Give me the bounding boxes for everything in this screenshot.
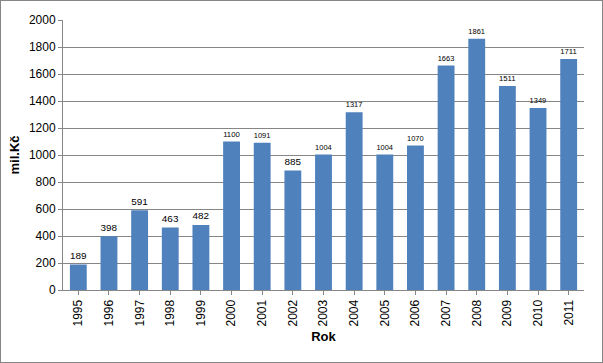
svg-text:2000: 2000 <box>29 13 56 27</box>
svg-text:591: 591 <box>131 196 148 207</box>
svg-text:1998: 1998 <box>163 299 177 326</box>
svg-text:1800: 1800 <box>29 40 56 54</box>
svg-text:2009: 2009 <box>500 299 514 326</box>
svg-text:2007: 2007 <box>439 299 453 326</box>
svg-text:482: 482 <box>192 210 209 221</box>
svg-text:1004: 1004 <box>376 143 393 152</box>
svg-text:0: 0 <box>49 283 56 297</box>
svg-text:600: 600 <box>36 202 56 216</box>
svg-text:1997: 1997 <box>133 299 147 326</box>
svg-text:1400: 1400 <box>29 94 56 108</box>
svg-text:189: 189 <box>70 250 87 261</box>
svg-text:1000: 1000 <box>29 148 56 162</box>
svg-text:1600: 1600 <box>29 67 56 81</box>
svg-text:mil.Kč: mil.Kč <box>7 135 22 174</box>
svg-text:2002: 2002 <box>286 299 300 326</box>
svg-text:200: 200 <box>36 256 56 270</box>
svg-text:885: 885 <box>284 156 301 167</box>
svg-text:400: 400 <box>36 229 56 243</box>
svg-text:2000: 2000 <box>224 299 238 326</box>
svg-text:2003: 2003 <box>316 299 330 326</box>
svg-text:Rok: Rok <box>311 329 336 344</box>
svg-text:2011: 2011 <box>562 299 576 325</box>
svg-text:1711: 1711 <box>560 47 577 56</box>
svg-text:1996: 1996 <box>102 299 116 326</box>
svg-text:1995: 1995 <box>71 299 85 326</box>
svg-text:1317: 1317 <box>346 100 363 109</box>
svg-text:800: 800 <box>36 175 56 189</box>
svg-text:2005: 2005 <box>378 299 392 326</box>
svg-text:1070: 1070 <box>407 134 424 143</box>
svg-text:1663: 1663 <box>438 54 455 63</box>
svg-text:1511: 1511 <box>499 74 516 83</box>
svg-text:2006: 2006 <box>408 299 422 326</box>
svg-text:1999: 1999 <box>194 299 208 326</box>
svg-text:2008: 2008 <box>470 299 484 326</box>
svg-text:1861: 1861 <box>468 27 485 36</box>
svg-text:2001: 2001 <box>255 299 269 326</box>
svg-text:2010: 2010 <box>531 299 545 326</box>
svg-text:1100: 1100 <box>223 130 240 139</box>
svg-text:1091: 1091 <box>254 131 271 140</box>
svg-text:2004: 2004 <box>347 299 361 326</box>
svg-text:1200: 1200 <box>29 121 56 135</box>
svg-text:463: 463 <box>162 213 179 224</box>
svg-text:1349: 1349 <box>530 96 547 105</box>
svg-text:398: 398 <box>101 222 118 233</box>
svg-text:1004: 1004 <box>315 143 332 152</box>
